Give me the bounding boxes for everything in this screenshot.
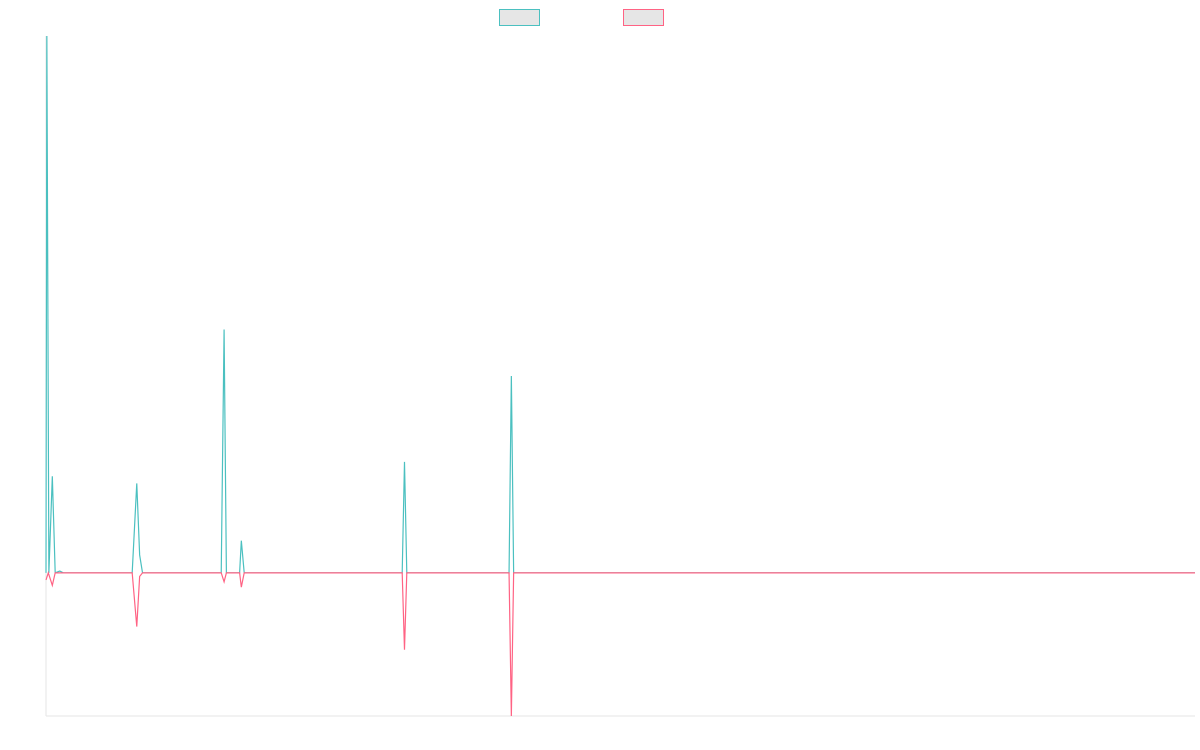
axes: [45, 36, 1195, 717]
series-line-2: [45, 570, 1195, 717]
legend: [499, 9, 664, 26]
legend-swatch-1: [499, 9, 540, 26]
series-line-1: [45, 35, 1195, 574]
plot-area: [45, 35, 1195, 717]
legend-swatch-2: [623, 9, 664, 26]
